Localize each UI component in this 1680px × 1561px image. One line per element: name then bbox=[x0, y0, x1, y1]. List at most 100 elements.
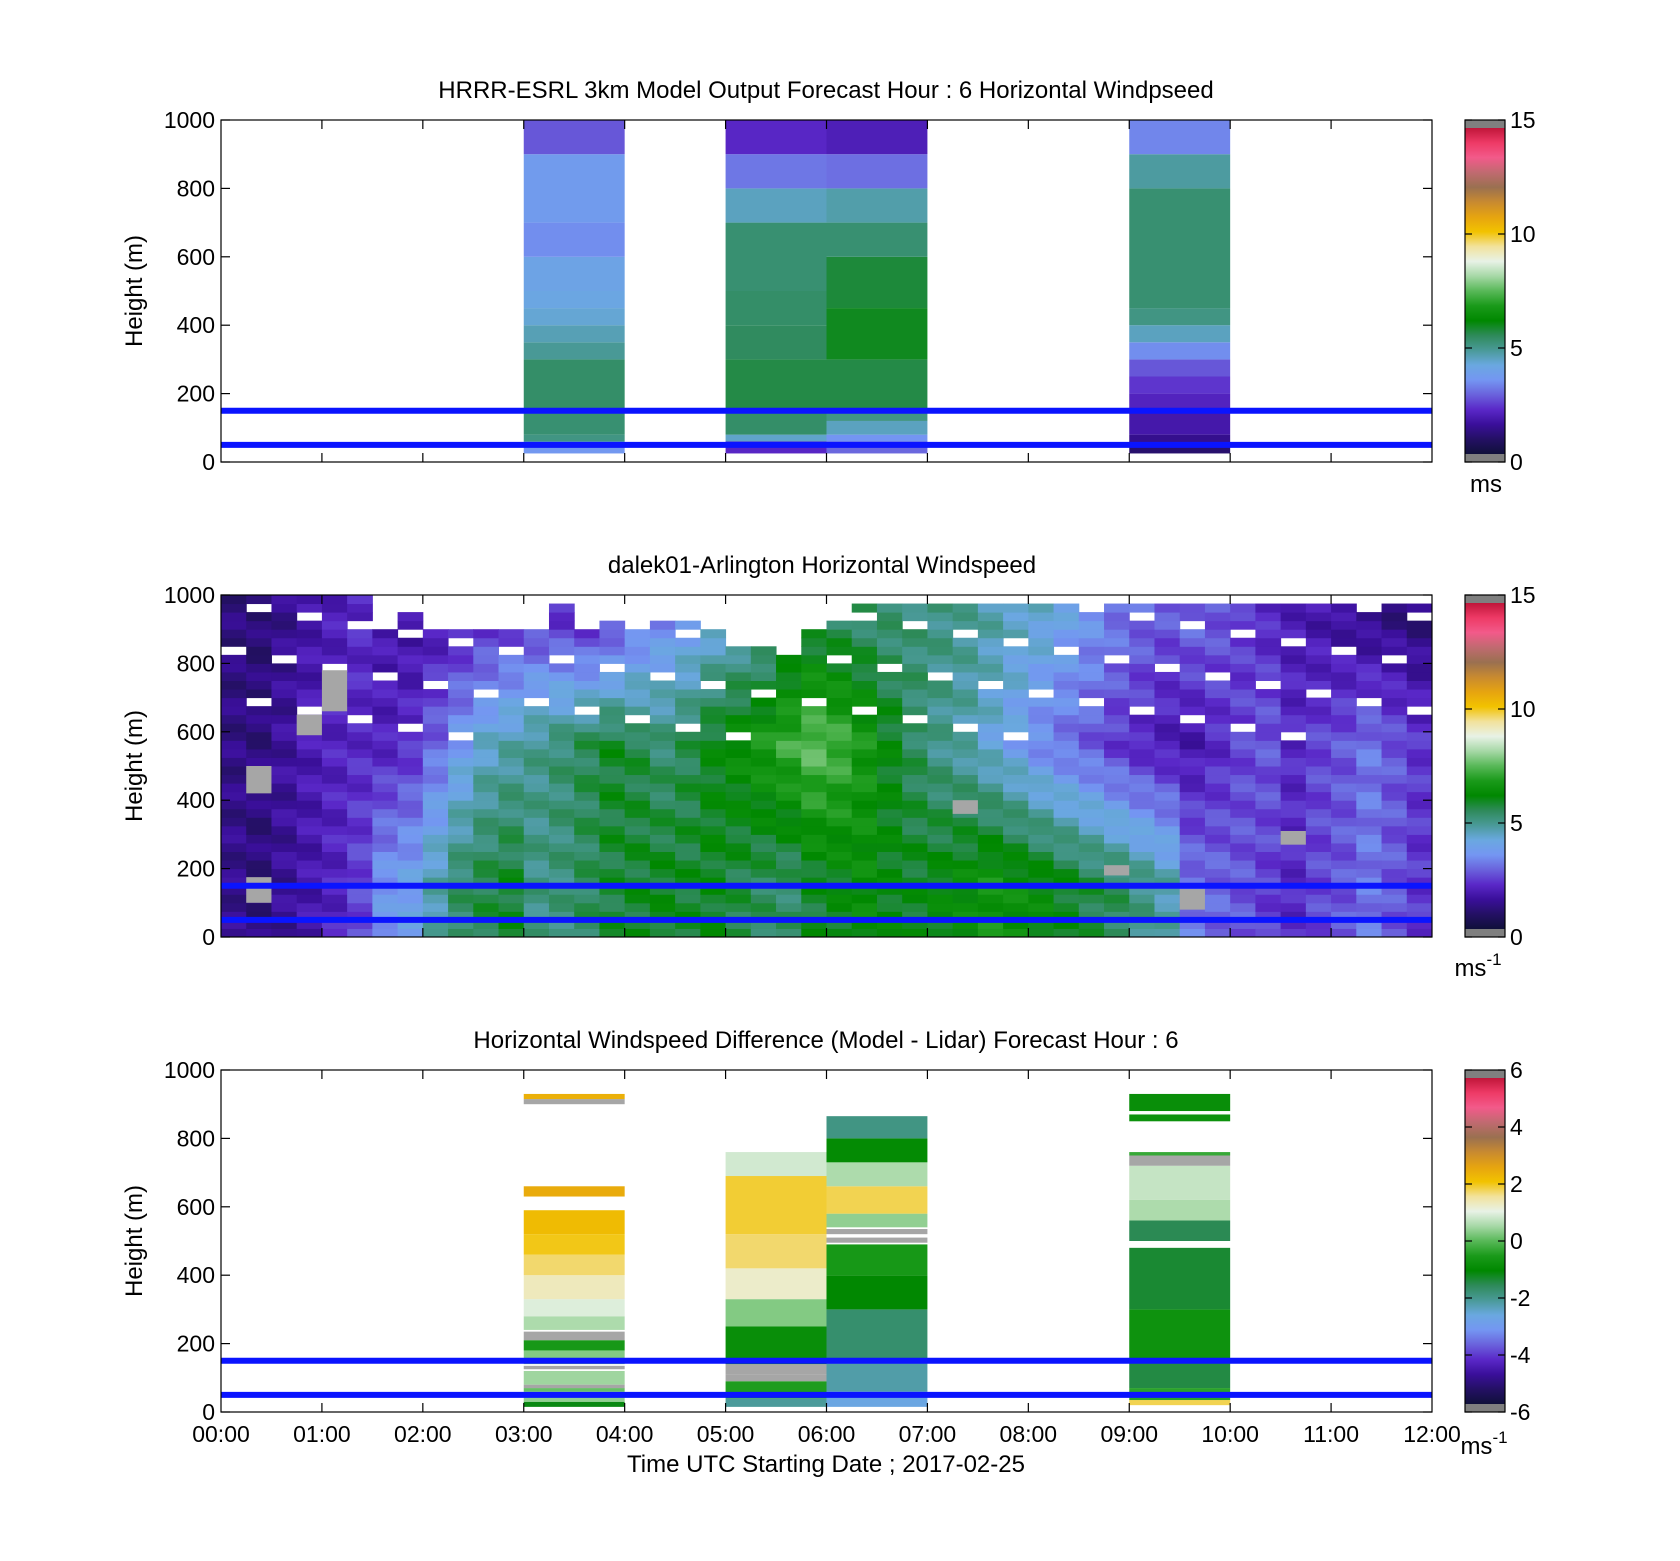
cell-40-17 bbox=[1230, 783, 1256, 793]
cell-32-0 bbox=[1028, 928, 1055, 937]
cell-1-21 bbox=[246, 748, 272, 758]
cell-11-7 bbox=[498, 868, 525, 878]
cell-21-31 bbox=[750, 663, 777, 673]
cell-0-11 bbox=[523, 154, 625, 223]
cell-39-23 bbox=[1204, 731, 1231, 741]
missing-patch-5 bbox=[1179, 889, 1205, 910]
cell-27-16 bbox=[902, 791, 928, 801]
cell-19-17 bbox=[700, 783, 727, 793]
cell-25-15 bbox=[851, 800, 878, 810]
cell-22-0 bbox=[776, 928, 802, 937]
cell-44-26 bbox=[1331, 706, 1357, 716]
cell-35-5 bbox=[1104, 885, 1130, 895]
cell-10-17 bbox=[473, 783, 500, 793]
cell-38-14 bbox=[1179, 808, 1206, 818]
cell-31-35 bbox=[1003, 629, 1029, 639]
cell-21-6 bbox=[750, 877, 777, 887]
cell-40-20 bbox=[1230, 757, 1256, 767]
cell-23-20 bbox=[801, 757, 827, 767]
cell-26-4 bbox=[876, 894, 903, 904]
cell-3-11 bbox=[1129, 120, 1231, 155]
cell-0-7 bbox=[221, 868, 247, 878]
cell-1-31 bbox=[246, 663, 272, 673]
cell-22-8 bbox=[776, 860, 802, 870]
cell-17-24 bbox=[649, 723, 676, 733]
cell-16-16 bbox=[624, 791, 651, 801]
cell-30-11 bbox=[977, 834, 1004, 844]
cell-43-27 bbox=[1305, 697, 1332, 707]
cell-11-8 bbox=[498, 860, 525, 870]
cell-14-0 bbox=[574, 928, 600, 937]
cell-27-8 bbox=[902, 860, 928, 870]
cell-2-11 bbox=[271, 834, 298, 844]
cell-33-16 bbox=[1053, 791, 1080, 801]
cell-41-37 bbox=[1255, 612, 1282, 622]
cell-11-24 bbox=[498, 723, 525, 733]
cell-32-14 bbox=[1028, 808, 1055, 818]
cell-14-17 bbox=[574, 783, 600, 793]
cell-5-13 bbox=[347, 817, 373, 827]
cell-0-32 bbox=[221, 654, 247, 664]
cell-19-33 bbox=[700, 646, 727, 656]
cell-17-1 bbox=[649, 919, 676, 929]
cell-43-34 bbox=[1305, 637, 1332, 647]
cell-13-1 bbox=[548, 919, 575, 929]
cell-46-34 bbox=[1381, 637, 1408, 647]
cell-37-11 bbox=[1154, 834, 1181, 844]
cell-44-19 bbox=[1331, 766, 1357, 776]
cell-6-8 bbox=[372, 860, 399, 870]
cell-41-18 bbox=[1255, 774, 1282, 784]
cell-35-28 bbox=[1104, 689, 1130, 699]
cell-37-27 bbox=[1154, 697, 1181, 707]
cell-21-26 bbox=[750, 706, 777, 716]
cell-41-13 bbox=[1255, 817, 1282, 827]
cell-33-2 bbox=[1053, 911, 1080, 921]
cell-2-0 bbox=[271, 928, 298, 937]
cell-42-14 bbox=[1280, 808, 1307, 818]
cell-46-33 bbox=[1381, 646, 1408, 656]
cell-43-8 bbox=[1305, 860, 1332, 870]
cell-1-2 bbox=[725, 410, 827, 435]
cell-31-1 bbox=[1003, 919, 1029, 929]
cell-35-29 bbox=[1104, 680, 1130, 690]
cell-23-30 bbox=[801, 671, 827, 681]
cell-33-25 bbox=[1053, 714, 1080, 724]
y-tick-label-2: 400 bbox=[177, 1262, 215, 1288]
cell-25-32 bbox=[851, 654, 878, 664]
cell-27-15 bbox=[902, 800, 928, 810]
cell-26-15 bbox=[876, 800, 903, 810]
cell-10-0 bbox=[473, 928, 500, 937]
cell-33-38 bbox=[1053, 603, 1080, 613]
cell-23-26 bbox=[801, 706, 827, 716]
cell-3-39 bbox=[296, 595, 323, 605]
cell-24-11 bbox=[826, 834, 853, 844]
cell-3-3 bbox=[1129, 393, 1231, 411]
cell-28-8 bbox=[927, 860, 954, 870]
cell-11-19 bbox=[498, 766, 525, 776]
cell-9-11 bbox=[448, 834, 474, 844]
cell-1-39 bbox=[246, 595, 272, 605]
cell-31-5 bbox=[1003, 885, 1029, 895]
cell-47-25 bbox=[1406, 714, 1432, 724]
cell-15-11 bbox=[599, 834, 626, 844]
cell-33-36 bbox=[1053, 620, 1080, 630]
cell-47-36 bbox=[1406, 620, 1432, 630]
cell-26-35 bbox=[876, 629, 903, 639]
cell-11-29 bbox=[498, 680, 525, 690]
cell-30-17 bbox=[977, 783, 1004, 793]
colorbar-frame bbox=[1464, 594, 1506, 938]
cell-12-14 bbox=[523, 808, 550, 818]
cell-15-34 bbox=[599, 637, 626, 647]
cell-18-32 bbox=[675, 654, 701, 664]
cell-18-28 bbox=[675, 689, 701, 699]
cell-37-25 bbox=[1154, 714, 1181, 724]
cell-24-4 bbox=[826, 894, 853, 904]
cell-15-32 bbox=[599, 654, 626, 664]
cell-27-2 bbox=[902, 911, 928, 921]
cell-17-7 bbox=[649, 868, 676, 878]
cell-6-32 bbox=[372, 654, 399, 664]
cell-18-20 bbox=[675, 757, 701, 767]
cell-38-21 bbox=[1179, 748, 1206, 758]
cell-1-33 bbox=[246, 646, 272, 656]
cell-27-9 bbox=[902, 851, 928, 861]
